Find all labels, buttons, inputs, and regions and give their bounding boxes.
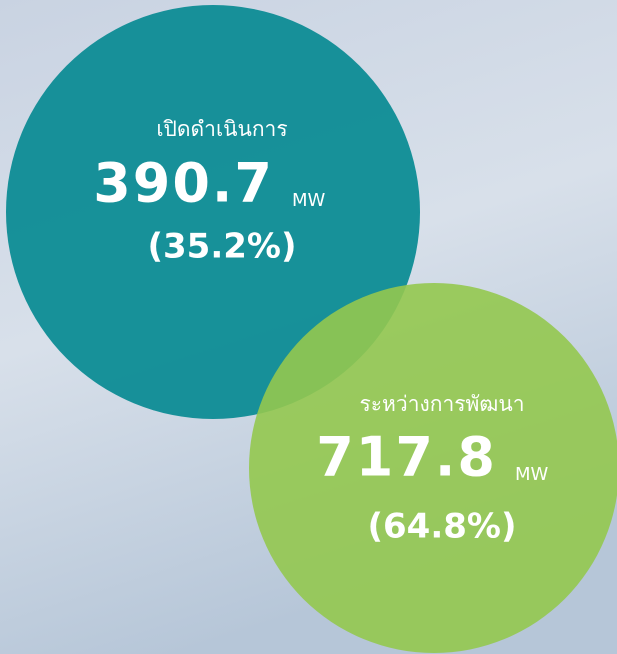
developing-circle [249,283,617,653]
operating-unit: MW [292,190,326,211]
developing-value: 717.8 [316,426,497,489]
developing-label: ระหว่างการพัฒนา [360,392,525,416]
operating-value: 390.7 [93,152,274,215]
operating-label: เปิดดำเนินการ [156,117,287,141]
operating-share: (35.2%) [147,227,296,267]
developing-share: (64.8%) [367,507,516,547]
operating-circle [6,5,420,419]
developing-unit: MW [515,464,549,485]
